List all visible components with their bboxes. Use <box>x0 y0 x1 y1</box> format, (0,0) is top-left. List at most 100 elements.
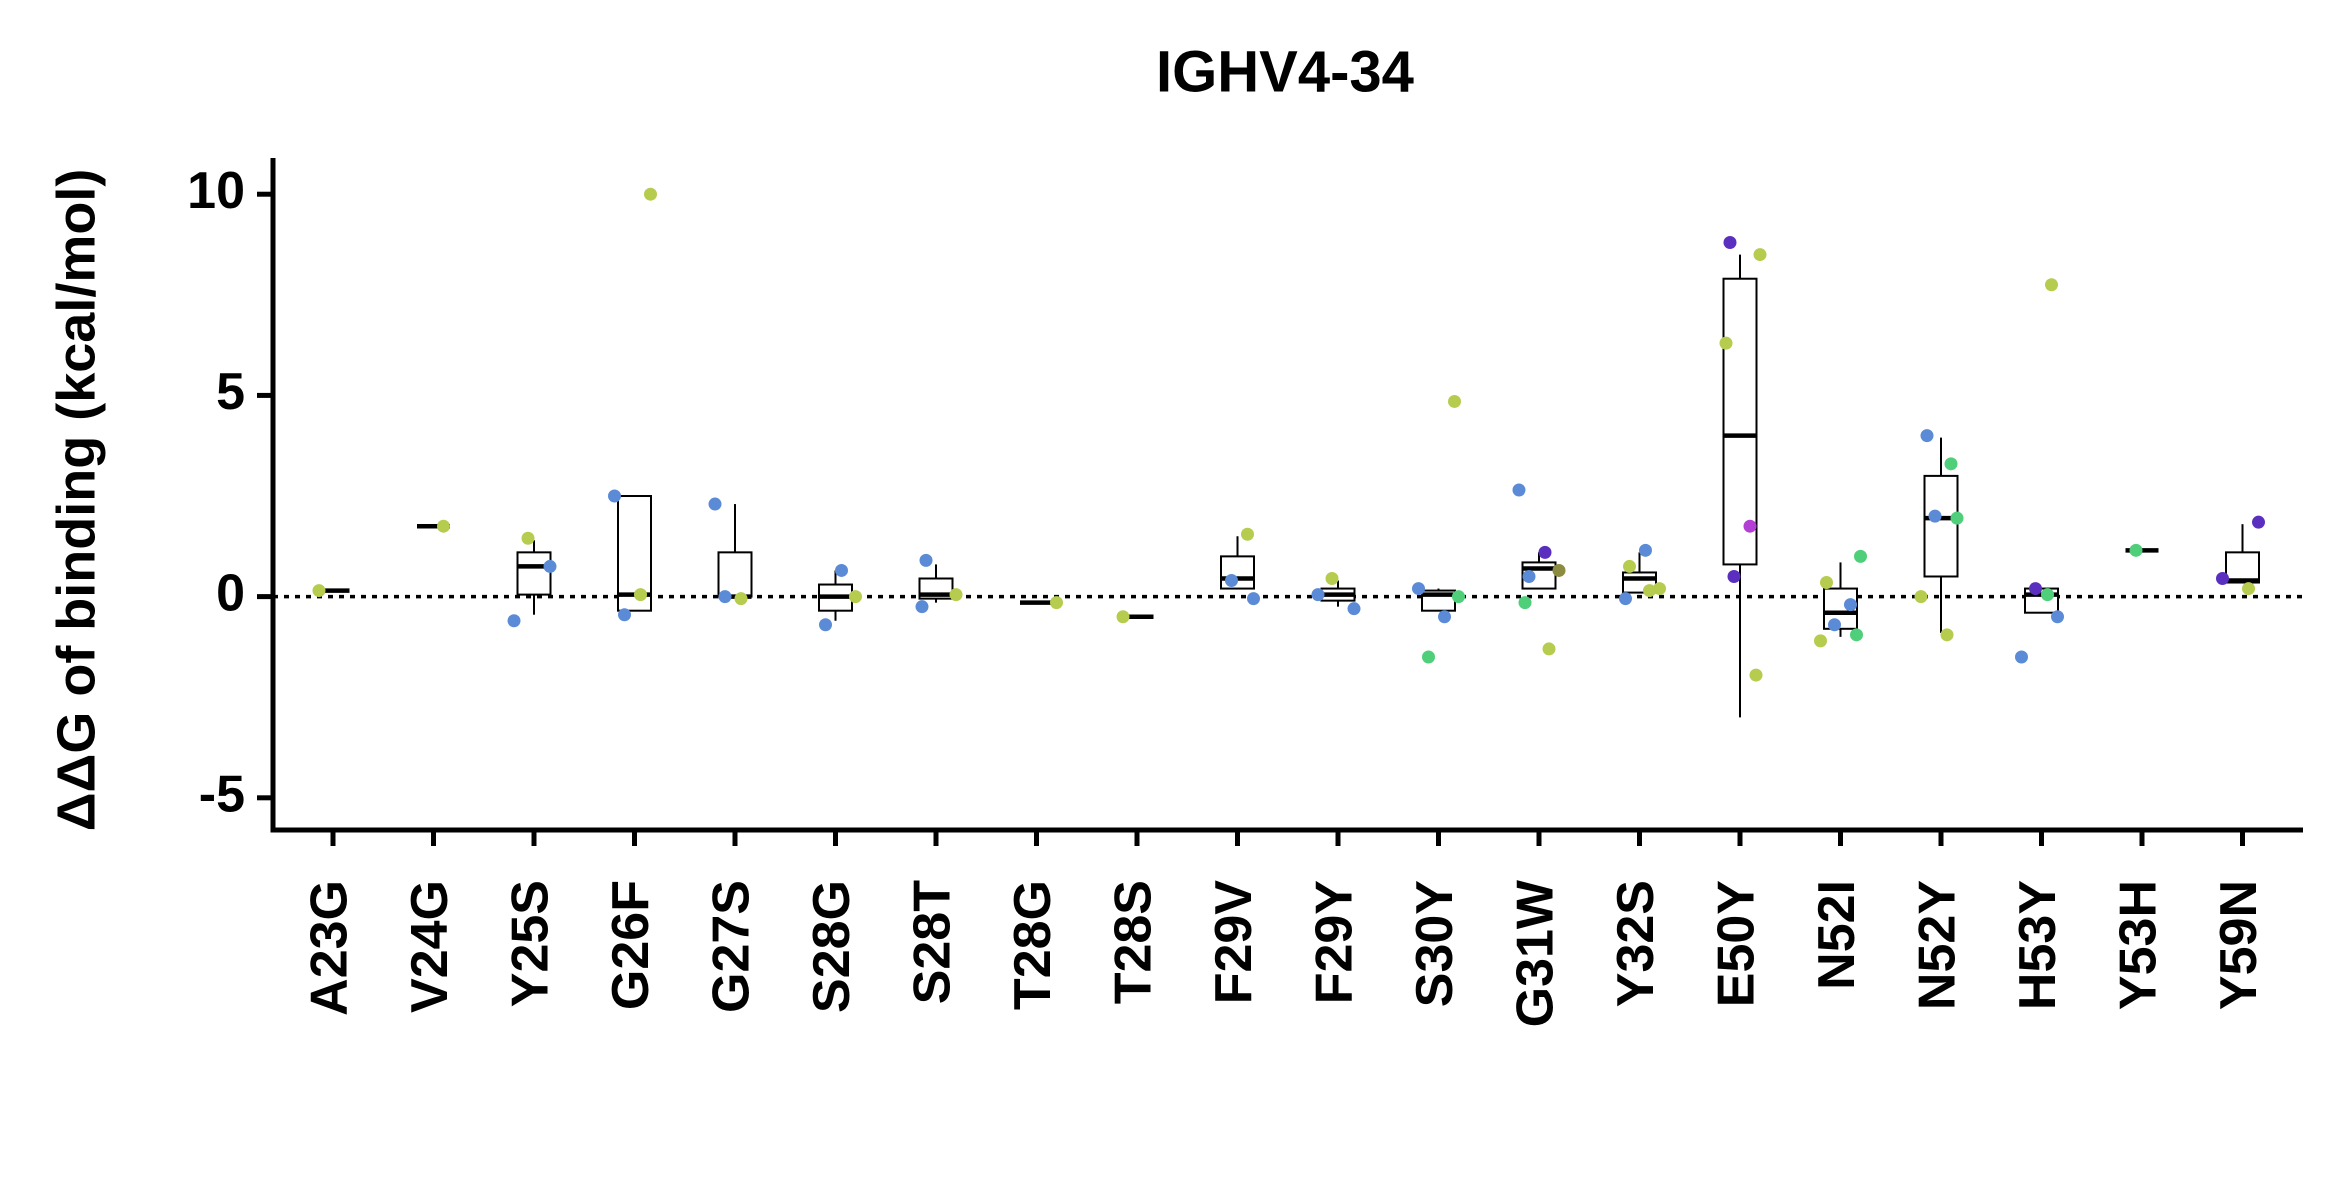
data-point <box>1814 634 1827 648</box>
data-point <box>2015 650 2028 664</box>
data-point <box>819 618 832 632</box>
x-tick-label: Y53H <box>2110 880 2168 1010</box>
data-point <box>1643 584 1656 598</box>
box <box>717 551 753 598</box>
data-point <box>1950 511 1964 525</box>
x-tick-label: A23G <box>301 880 359 1016</box>
data-point <box>1928 509 1942 523</box>
data-point <box>1850 628 1863 642</box>
data-point <box>2129 543 2143 557</box>
data-point <box>521 531 535 545</box>
data-point <box>1944 457 1958 471</box>
data-point <box>849 590 862 604</box>
y-tick-label: 0 <box>216 564 245 622</box>
data-point <box>618 608 631 622</box>
data-point <box>1552 563 1566 577</box>
x-tick-label: N52Y <box>1909 880 1967 1010</box>
data-point <box>1743 519 1757 533</box>
chart-title: IGHV4-34 <box>1156 39 1414 104</box>
x-tick-label: S30Y <box>1406 880 1464 1007</box>
x-tick-label: G31W <box>1507 879 1565 1027</box>
data-point <box>1639 543 1652 557</box>
data-point <box>1623 559 1636 573</box>
data-point <box>2029 582 2042 596</box>
data-point <box>2242 582 2255 596</box>
data-point <box>1522 569 1536 583</box>
y-tick-label: 10 <box>187 162 245 220</box>
data-point <box>1753 248 1767 262</box>
y-tick-label: -5 <box>199 766 245 824</box>
data-point <box>1241 527 1254 541</box>
data-point <box>2041 588 2054 602</box>
x-tick-label: F29Y <box>1306 880 1364 1004</box>
data-point <box>1116 610 1130 624</box>
x-tick-label: G27S <box>703 880 761 1013</box>
data-point <box>1247 592 1260 606</box>
data-point <box>1940 628 1954 642</box>
data-point <box>1542 642 1556 656</box>
data-point <box>1438 610 1451 624</box>
data-point <box>1914 590 1928 604</box>
data-point <box>718 590 732 604</box>
x-tick-label: T28G <box>1004 880 1062 1010</box>
data-point <box>1653 582 1666 596</box>
data-point <box>1727 569 1741 583</box>
data-point <box>1225 574 1238 588</box>
x-tick-label: V24G <box>401 880 459 1013</box>
data-point <box>1719 336 1733 350</box>
x-tick-label: E50Y <box>1708 880 1766 1007</box>
data-point <box>644 187 657 201</box>
y-axis-label: ΔΔG of binding (kcal/mol) <box>46 169 106 832</box>
data-point <box>1828 618 1841 632</box>
x-tick-label: S28T <box>904 880 962 1005</box>
box <box>1923 474 1959 578</box>
box <box>1722 277 1758 566</box>
data-point <box>949 588 963 602</box>
data-point <box>437 519 450 533</box>
data-point <box>1844 598 1857 612</box>
data-point <box>312 584 326 598</box>
data-point <box>1854 549 1867 563</box>
data-point <box>543 559 557 573</box>
x-tick-label: T28S <box>1105 880 1163 1004</box>
box <box>516 551 552 596</box>
data-point <box>1452 590 1465 604</box>
data-point <box>1347 602 1361 616</box>
data-point <box>608 489 621 503</box>
data-point <box>1723 236 1737 250</box>
x-tick-label: S28G <box>803 880 861 1013</box>
y-tick-label: 5 <box>216 363 245 421</box>
x-tick-label: H53Y <box>2009 880 2067 1010</box>
data-point <box>708 497 722 511</box>
data-point <box>915 600 929 614</box>
data-point <box>1050 596 1063 610</box>
data-point <box>634 588 647 602</box>
x-tick-label: Y59N <box>2210 880 2268 1010</box>
data-point <box>835 563 848 577</box>
data-point <box>2051 610 2064 624</box>
x-tick-label: N52I <box>1808 880 1866 990</box>
x-tick-label: F29V <box>1205 880 1263 1005</box>
data-point <box>507 614 521 628</box>
data-point <box>734 592 748 606</box>
data-point <box>1412 582 1425 596</box>
data-point <box>2252 515 2265 529</box>
data-point <box>1619 592 1632 606</box>
x-tick-label: Y25S <box>502 880 560 1007</box>
data-point <box>1920 429 1934 443</box>
data-point <box>1518 596 1532 610</box>
data-point <box>2216 572 2229 586</box>
data-point <box>1325 572 1339 586</box>
x-tick-label: G26F <box>602 880 660 1010</box>
x-tick-label: Y32S <box>1607 880 1665 1007</box>
data-point <box>1448 394 1461 408</box>
data-point <box>1820 576 1833 590</box>
data-point <box>1512 483 1526 497</box>
data-point <box>1749 668 1763 682</box>
data-point <box>2045 278 2058 292</box>
data-point <box>1538 545 1552 559</box>
box <box>2225 551 2260 584</box>
data-point <box>919 553 933 567</box>
